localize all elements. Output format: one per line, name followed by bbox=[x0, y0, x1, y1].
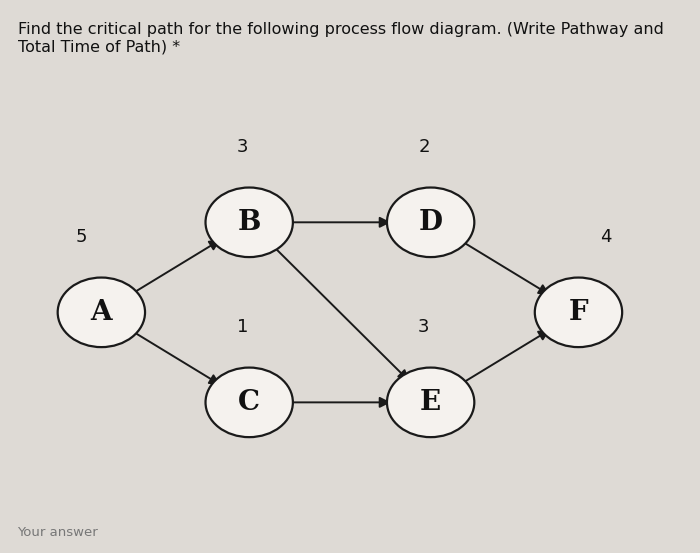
Text: A: A bbox=[90, 299, 112, 326]
Ellipse shape bbox=[206, 187, 293, 257]
Ellipse shape bbox=[206, 368, 293, 437]
Text: 3: 3 bbox=[237, 138, 248, 155]
Text: Your answer: Your answer bbox=[18, 526, 98, 539]
Text: B: B bbox=[237, 209, 261, 236]
Text: F: F bbox=[568, 299, 588, 326]
Text: 3: 3 bbox=[418, 317, 430, 336]
Ellipse shape bbox=[387, 368, 475, 437]
Ellipse shape bbox=[387, 187, 475, 257]
Text: Find the critical path for the following process flow diagram. (Write Pathway an: Find the critical path for the following… bbox=[18, 22, 664, 55]
Text: 1: 1 bbox=[237, 317, 248, 336]
Ellipse shape bbox=[57, 278, 145, 347]
Text: C: C bbox=[238, 389, 260, 416]
Ellipse shape bbox=[535, 278, 622, 347]
Text: D: D bbox=[419, 209, 442, 236]
Text: E: E bbox=[420, 389, 441, 416]
Text: 5: 5 bbox=[76, 228, 87, 246]
Text: 2: 2 bbox=[418, 138, 430, 155]
Text: 4: 4 bbox=[600, 228, 611, 246]
